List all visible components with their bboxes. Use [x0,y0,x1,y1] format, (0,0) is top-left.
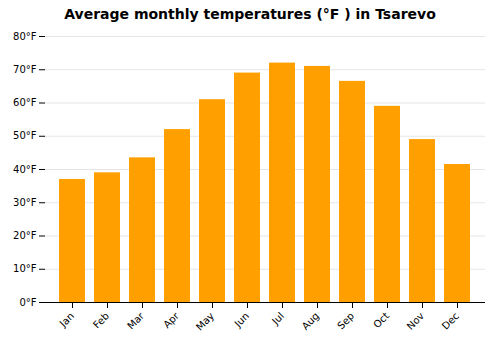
svg-text:Jan: Jan [57,310,76,329]
svg-text:Jun: Jun [232,310,252,330]
svg-text:70°F: 70°F [13,64,37,75]
svg-text:0°F: 0°F [19,297,36,308]
svg-text:10°F: 10°F [13,263,37,274]
svg-text:Mar: Mar [125,310,147,332]
svg-text:Apr: Apr [161,310,182,331]
svg-text:60°F: 60°F [13,97,37,108]
svg-text:30°F: 30°F [13,197,37,208]
svg-text:Aug: Aug [300,310,322,332]
svg-text:50°F: 50°F [13,130,37,141]
svg-text:Sep: Sep [335,310,356,331]
html-text:Average monthly temperatures (: Average monthly temperatures (°F ) in Ts… [64,6,436,22]
svg-text:20°F: 20°F [13,230,37,241]
svg-text:May: May [194,310,216,332]
svg-text:Oct: Oct [371,310,391,330]
svg-text:Dec: Dec [440,310,461,331]
svg-text:Nov: Nov [405,310,427,332]
svg-text:80°F: 80°F [13,31,37,42]
svg-text:Jul: Jul [269,310,286,327]
svg-text:40°F: 40°F [13,164,37,175]
svg-text:Feb: Feb [91,310,111,330]
